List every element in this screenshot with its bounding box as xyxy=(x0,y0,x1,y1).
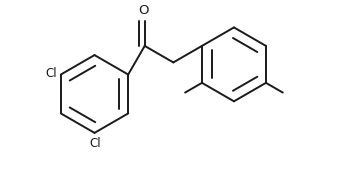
Text: Cl: Cl xyxy=(90,137,101,150)
Text: O: O xyxy=(138,4,149,17)
Text: Cl: Cl xyxy=(45,67,57,80)
